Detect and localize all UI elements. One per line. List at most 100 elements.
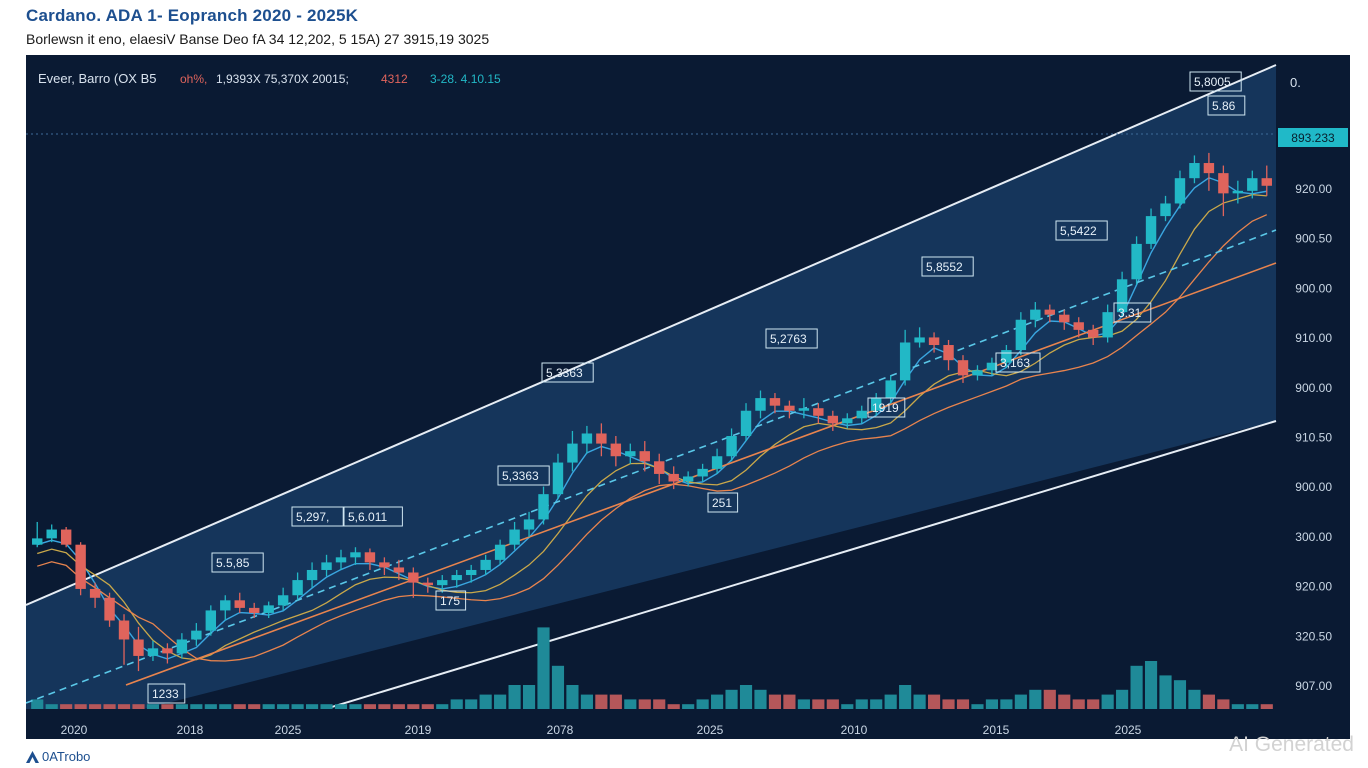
y-tick-label: 900.00 bbox=[1295, 381, 1332, 395]
candle-body bbox=[552, 462, 564, 495]
volume-bar bbox=[1014, 694, 1027, 709]
volume-bar bbox=[566, 685, 579, 709]
candle-body bbox=[393, 567, 405, 573]
candle-body bbox=[1203, 163, 1215, 174]
candle-body bbox=[335, 557, 347, 563]
volume-bar bbox=[942, 699, 955, 709]
candle-body bbox=[654, 461, 665, 474]
x-tick-label: 2015 bbox=[983, 723, 1010, 737]
candle-body bbox=[437, 580, 448, 586]
candle-body bbox=[625, 451, 636, 457]
candle-body bbox=[1232, 190, 1244, 194]
volume-bar bbox=[667, 704, 680, 709]
x-tick-label: 2078 bbox=[547, 723, 574, 737]
candle-body bbox=[1247, 178, 1258, 191]
candle-body bbox=[957, 360, 969, 376]
footer-logo: 0ATrobo bbox=[26, 749, 90, 764]
candle-body bbox=[364, 552, 376, 563]
candle-body bbox=[1131, 243, 1142, 280]
chart-title: Cardano. ADA 1- Eopranch 2020 - 2025K bbox=[26, 6, 359, 25]
candle-body bbox=[249, 607, 260, 613]
volume-bar bbox=[1159, 675, 1172, 709]
x-tick-label: 2025 bbox=[275, 723, 302, 737]
volume-bar bbox=[60, 704, 73, 709]
annotation-label: 5,8005 bbox=[1194, 75, 1231, 89]
annotation-label: 5,8552 bbox=[926, 260, 963, 274]
candle-body bbox=[1145, 216, 1157, 244]
annotation-box bbox=[147, 683, 186, 704]
candle-body bbox=[943, 345, 954, 361]
y-tick-label: 910.50 bbox=[1295, 431, 1332, 445]
annotation-box bbox=[211, 552, 264, 573]
volume-bar bbox=[725, 689, 738, 709]
annotation-label: 3,163 bbox=[1000, 356, 1030, 370]
candle-body bbox=[104, 597, 115, 621]
volume-bar bbox=[1130, 665, 1143, 709]
volume-bar bbox=[233, 704, 246, 709]
channel-lower-line bbox=[225, 420, 1277, 739]
moving-average-orange bbox=[37, 214, 1268, 662]
candle-body bbox=[755, 398, 766, 411]
x-tick-label: 2020 bbox=[61, 723, 88, 737]
candle-body bbox=[205, 610, 217, 631]
candle-body bbox=[682, 476, 694, 482]
volume-bar bbox=[797, 699, 810, 709]
volume-bar bbox=[132, 704, 145, 709]
candle-body bbox=[1102, 312, 1113, 338]
y-tick-label: 900.00 bbox=[1295, 480, 1332, 494]
volume-bar bbox=[899, 685, 912, 709]
volume-bar bbox=[696, 699, 709, 709]
candle-body bbox=[494, 544, 506, 560]
volume-bar bbox=[479, 694, 492, 709]
y-tick-label: 900.50 bbox=[1295, 232, 1332, 246]
candle-body bbox=[480, 559, 491, 570]
x-tick-label: 2018 bbox=[177, 723, 204, 737]
candle-body bbox=[668, 473, 679, 482]
volume-bar bbox=[1144, 661, 1158, 709]
footer-logo-text: 0ATrobo bbox=[42, 749, 91, 764]
candle-body bbox=[697, 468, 708, 477]
x-tick-label: 2025 bbox=[697, 723, 724, 737]
candle-body bbox=[234, 600, 245, 608]
volume-bar bbox=[653, 699, 666, 709]
volume-bar bbox=[117, 704, 131, 709]
y-tick-label: 920.00 bbox=[1295, 580, 1332, 594]
price-chart[interactable]: 5,8005 5.86 5,8552 5,5422 5,2763 5,3363 5,3363… bbox=[26, 55, 1350, 739]
candle-body bbox=[538, 494, 549, 520]
candle-body bbox=[1015, 319, 1027, 351]
annotation-label: 5,6.011 bbox=[348, 510, 387, 524]
candle-body bbox=[856, 410, 867, 419]
volume-bar bbox=[508, 685, 521, 709]
annotation-box bbox=[995, 352, 1041, 373]
candle-body bbox=[32, 538, 43, 545]
volume-bar bbox=[277, 704, 290, 709]
candle-body bbox=[885, 380, 896, 399]
annotation-box bbox=[867, 397, 906, 418]
volume-bar bbox=[89, 704, 102, 709]
annotation-box bbox=[921, 256, 974, 277]
chart-subtitle: Borlewsn it eno, elaesiV Banse Deo fA 34… bbox=[26, 31, 490, 47]
volume-bar bbox=[74, 704, 87, 709]
annotation-label: 1233 bbox=[152, 687, 179, 701]
volume-bar bbox=[884, 694, 897, 709]
candle-body bbox=[1160, 203, 1171, 217]
annotation-box bbox=[541, 362, 594, 383]
volume-bar bbox=[855, 699, 868, 709]
volume-bar bbox=[392, 704, 405, 709]
chart-area[interactable]: 5,8005 5.86 5,8552 5,5422 5,2763 5,3363 5,3363… bbox=[26, 55, 1350, 739]
candle-body bbox=[1030, 309, 1041, 320]
candle-body bbox=[1044, 309, 1055, 315]
channel-upper-line bbox=[26, 64, 1277, 606]
candle-body bbox=[1218, 173, 1229, 194]
candle-body bbox=[263, 605, 274, 613]
volume-bar bbox=[1043, 689, 1056, 709]
volume-bar bbox=[870, 699, 883, 709]
annotation-box bbox=[765, 328, 818, 349]
volume-bar bbox=[1188, 689, 1201, 709]
volume-bar bbox=[1029, 689, 1042, 709]
candle-body bbox=[277, 595, 289, 606]
volume-bar bbox=[363, 704, 377, 709]
volume-bar bbox=[1246, 704, 1259, 709]
volume-bar bbox=[465, 699, 478, 709]
candle-body bbox=[1059, 314, 1070, 323]
